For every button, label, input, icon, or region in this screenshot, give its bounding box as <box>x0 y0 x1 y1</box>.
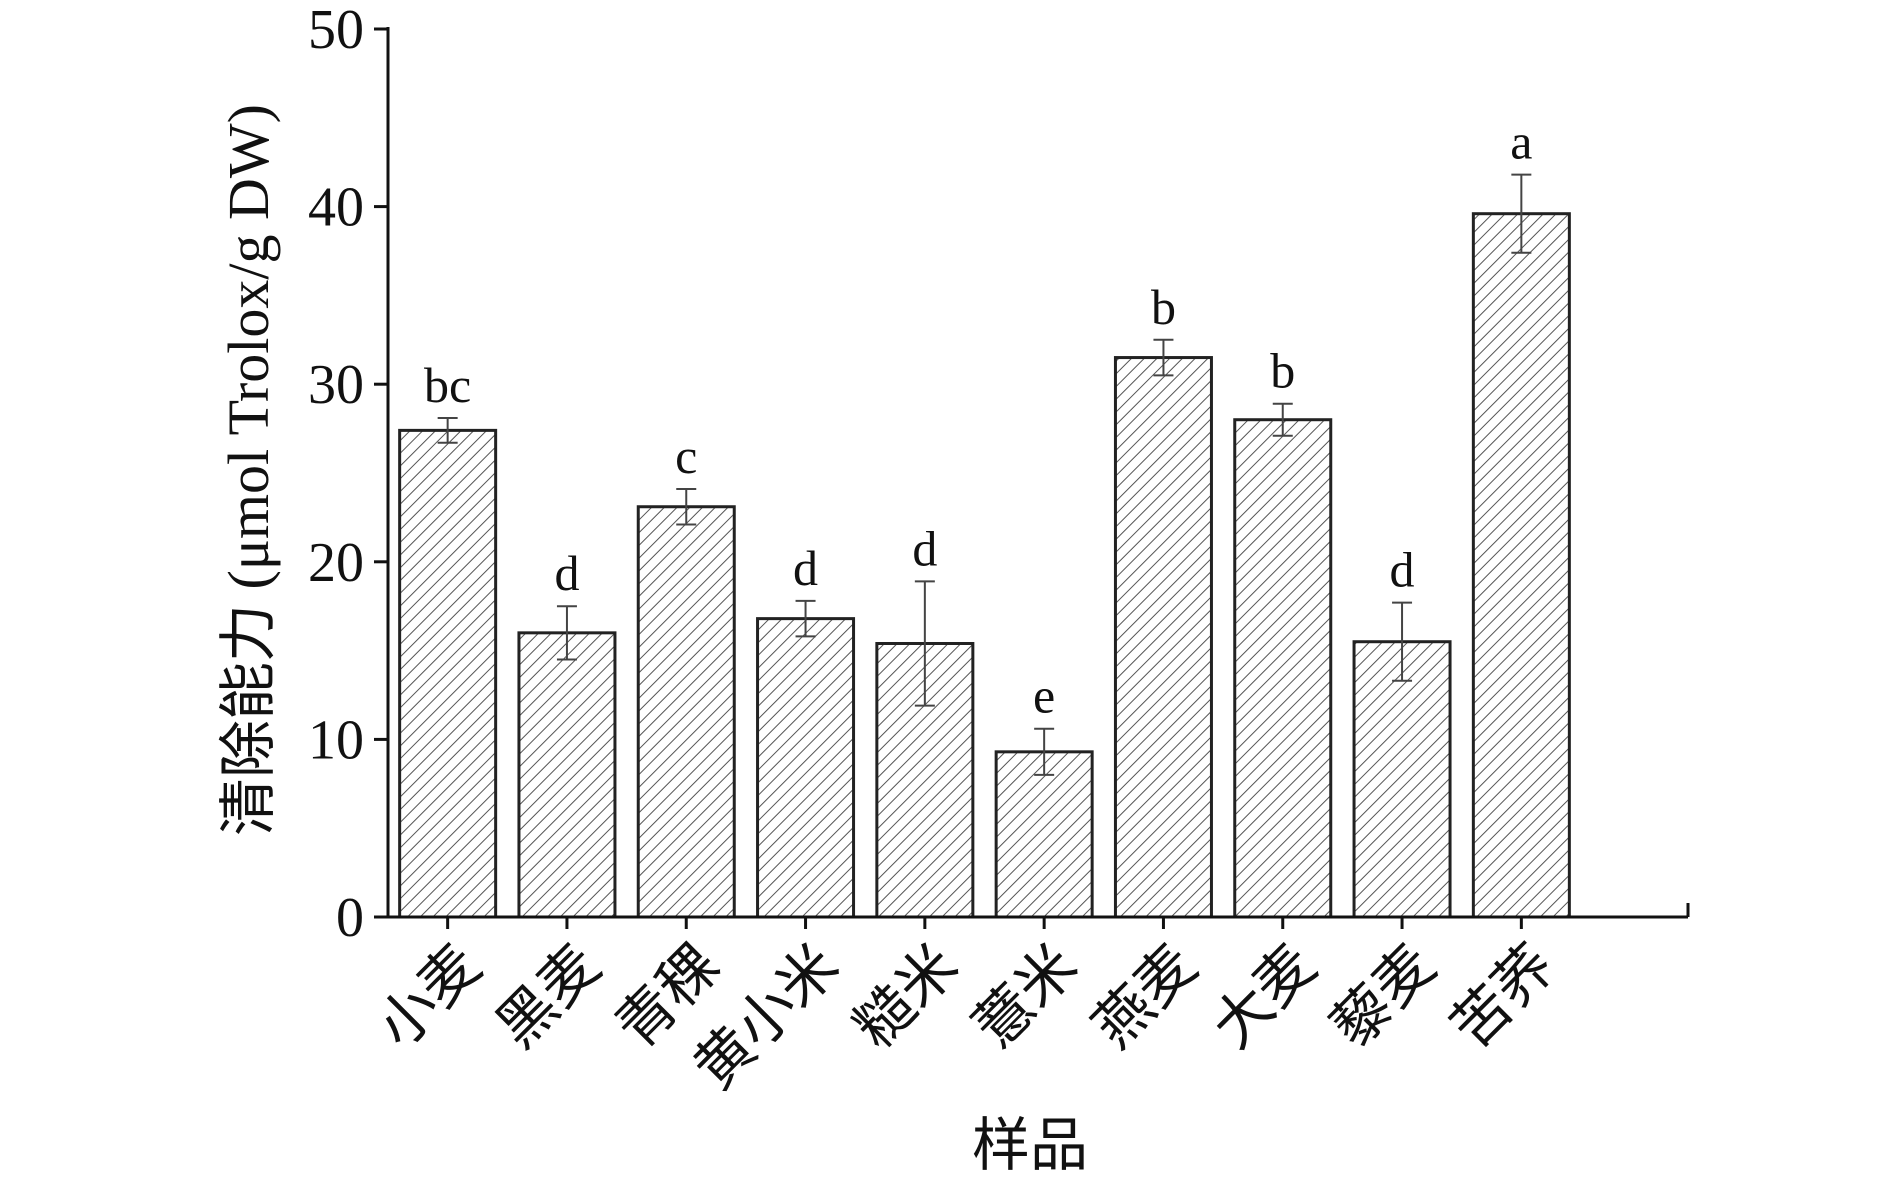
category-label-group: 大麦 <box>1200 932 1328 1060</box>
bar <box>1471 212 1571 919</box>
bars-layer <box>398 173 1571 919</box>
category-label-group: 苦荞 <box>1439 932 1567 1060</box>
category-label-group: 小麦 <box>365 932 493 1060</box>
y-axis-title: 清除能力 (μmol Trolox/g DW) <box>216 104 281 836</box>
category-label: 大麦 <box>1200 932 1328 1060</box>
significance-label: e <box>1033 668 1055 724</box>
y-tick-label: 0 <box>336 887 364 949</box>
axes-layer <box>374 27 1690 929</box>
bar <box>1352 640 1452 919</box>
bar <box>756 617 856 919</box>
bar <box>994 750 1094 919</box>
y-tick-label: 30 <box>308 354 364 416</box>
category-label: 薏米 <box>961 932 1089 1060</box>
significance-label: a <box>1510 114 1532 170</box>
significance-label: c <box>675 428 697 484</box>
y-tick-label: 50 <box>308 0 364 61</box>
category-label: 藜麦 <box>1319 932 1447 1060</box>
bar <box>398 428 498 919</box>
bar <box>636 505 736 919</box>
significance-label: d <box>793 540 818 596</box>
significance-label: d <box>554 545 579 601</box>
category-label: 燕麦 <box>1081 932 1209 1060</box>
y-tick-label: 20 <box>308 532 364 594</box>
category-label-group: 藜麦 <box>1319 932 1447 1060</box>
category-label: 糙米 <box>842 932 970 1060</box>
bar <box>517 631 617 919</box>
significance-label: b <box>1270 343 1295 399</box>
significance-label: d <box>912 520 937 576</box>
significance-label: b <box>1151 279 1176 335</box>
y-tick-label: 10 <box>308 709 364 771</box>
category-label-group: 燕麦 <box>1081 932 1209 1060</box>
significance-label: bc <box>424 357 471 413</box>
y-tick-label: 40 <box>308 177 364 239</box>
category-label: 苦荞 <box>1439 932 1567 1060</box>
category-label: 黑麦 <box>484 932 612 1060</box>
bar <box>1233 418 1333 919</box>
x-axis-title: 样品 <box>972 1113 1088 1178</box>
bar <box>1113 356 1213 919</box>
category-label-group: 糙米 <box>842 932 970 1060</box>
category-label-group: 薏米 <box>961 932 1089 1060</box>
significance-label: d <box>1390 542 1415 598</box>
category-label: 小麦 <box>365 932 493 1060</box>
category-label-group: 黑麦 <box>484 932 612 1060</box>
